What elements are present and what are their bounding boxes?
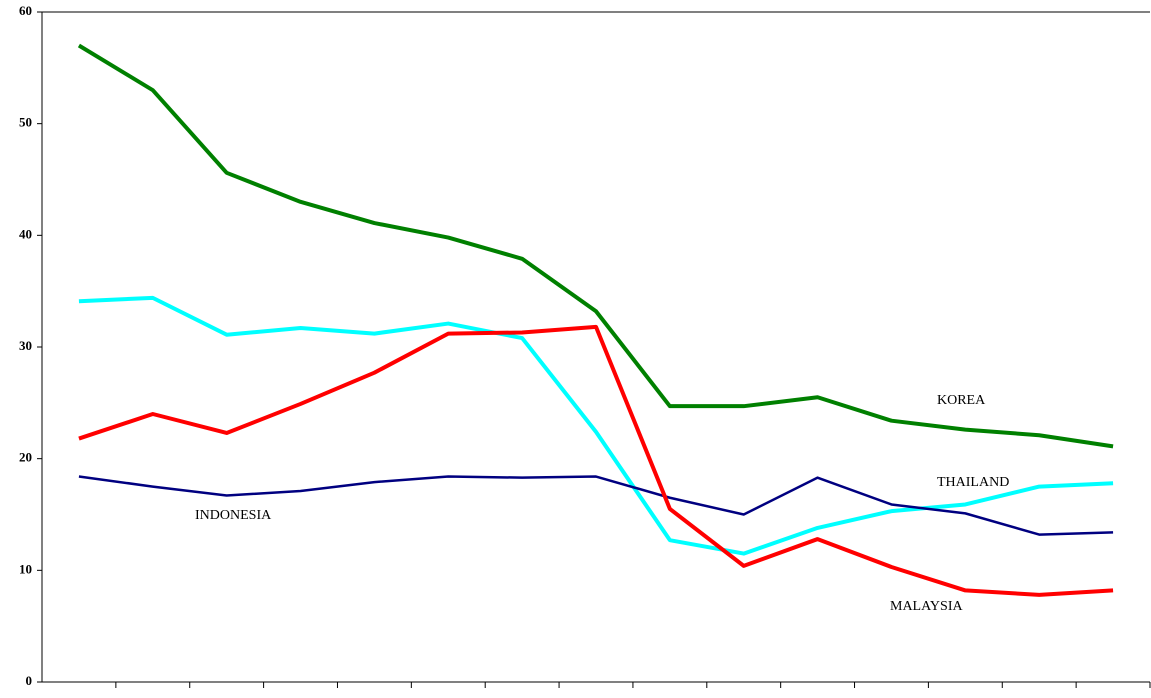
y-tick-label: 60	[19, 3, 32, 18]
y-tick-label: 0	[26, 673, 33, 688]
series-line	[78, 475, 1114, 536]
y-tick-label: 40	[19, 226, 32, 241]
series-line	[78, 324, 1114, 597]
series-label: THAILAND	[937, 475, 1009, 490]
series-label: INDONESIA	[195, 508, 272, 523]
series-label: MALAYSIA	[890, 599, 963, 614]
y-tick-label: 10	[19, 561, 32, 576]
series-label: KOREA	[937, 393, 986, 408]
y-tick-label: 50	[19, 115, 32, 130]
y-tick-label: 20	[19, 450, 32, 465]
series-line	[77, 43, 1114, 449]
y-tick-label: 30	[19, 338, 32, 353]
series-line	[78, 295, 1114, 556]
